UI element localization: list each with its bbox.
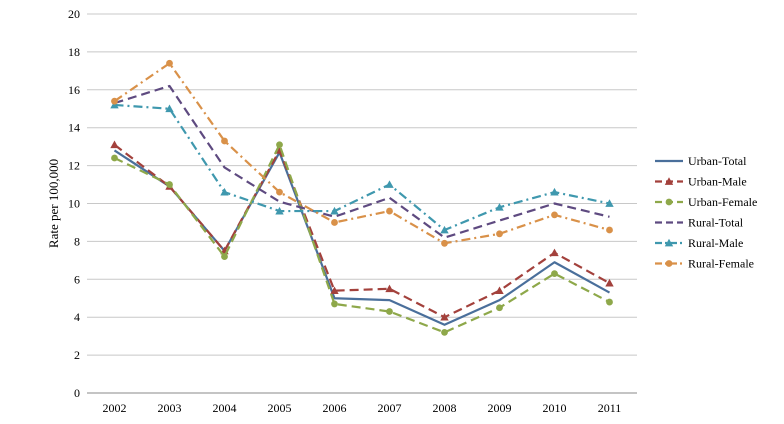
data-point (330, 286, 339, 295)
x-tick-label: 2003 (158, 401, 182, 415)
data-point (385, 284, 394, 293)
data-point (496, 230, 503, 238)
y-tick-label: 2 (74, 348, 80, 362)
y-tick-label: 6 (74, 272, 80, 286)
series-line (113, 62, 610, 245)
series-line (114, 143, 611, 334)
y-tick-label: 20 (68, 7, 80, 21)
series-urban-total (113, 149, 611, 326)
data-point (165, 104, 174, 113)
legend-marker (665, 260, 673, 267)
data-point (605, 278, 614, 287)
data-point (385, 180, 394, 188)
y-tick-label: 18 (68, 45, 80, 59)
x-tick-labels: 2002 2003 2004 2005 2006 2007 2008 2009 2010 2011 (103, 401, 622, 415)
data-point (550, 248, 559, 257)
legend: Urban-Total Urban-Male Urban-Female Rural-T… (655, 154, 757, 271)
x-tick-label: 2004 (213, 401, 237, 415)
data-point (440, 225, 449, 234)
legend-item: Urban-Female (655, 195, 757, 209)
data-point (495, 286, 504, 295)
series-rural-total (114, 84, 610, 239)
data-point (166, 181, 173, 188)
legend-item: Rural-Male (655, 236, 743, 250)
data-point (495, 203, 504, 211)
legend-item: Urban-Total (655, 154, 747, 168)
data-point (221, 253, 228, 260)
data-point (110, 140, 119, 149)
series-line (113, 149, 611, 326)
data-point (276, 188, 283, 196)
data-point (551, 270, 558, 278)
data-point (111, 97, 118, 105)
legend-marker (664, 238, 674, 247)
data-point (221, 137, 228, 145)
x-tick-label: 2010 (543, 401, 567, 415)
legend-item: Rural-Total (655, 216, 744, 230)
data-point (496, 304, 503, 312)
data-point (331, 300, 338, 308)
data-point (386, 207, 393, 215)
legend-item: Urban-Male (655, 175, 747, 189)
data-point (551, 211, 558, 219)
data-point (605, 199, 614, 207)
series-urban-male (110, 140, 614, 321)
data-point (166, 59, 173, 67)
data-point (440, 313, 449, 321)
data-point (331, 219, 338, 226)
data-point (111, 154, 118, 162)
data-point (220, 187, 229, 196)
x-tick-label: 2011 (598, 401, 622, 415)
series-urban-female (111, 141, 613, 336)
y-axis-label: Rate per 100,000 (46, 159, 61, 248)
legend-label: Urban-Female (688, 195, 757, 209)
data-point (606, 226, 613, 234)
gridlines (87, 13, 637, 356)
x-tick-label: 2006 (323, 401, 347, 415)
series-line (114, 103, 610, 232)
data-point (550, 187, 559, 196)
x-tick-label: 2007 (378, 401, 402, 415)
legend-label: Urban-Total (688, 154, 747, 168)
series-line (114, 84, 610, 239)
series-rural-female (111, 59, 613, 247)
data-point (330, 206, 339, 215)
data-point (275, 206, 284, 215)
legend-marker (664, 177, 674, 185)
x-tick-label: 2009 (488, 401, 512, 415)
data-point (441, 239, 448, 247)
series-line (113, 143, 611, 319)
y-tick-label: 4 (74, 310, 80, 324)
legend-marker (665, 198, 673, 206)
y-tick-label: 14 (68, 121, 80, 135)
data-point (606, 298, 613, 306)
legend-label: Rural-Male (688, 236, 743, 250)
y-tick-label: 10 (68, 197, 80, 211)
data-point (276, 141, 283, 149)
y-tick-label: 8 (74, 234, 80, 248)
legend-label: Rural-Female (688, 257, 754, 271)
legend-item: Rural-Female (655, 257, 754, 271)
x-tick-label: 2008 (433, 401, 457, 415)
x-tick-label: 2005 (268, 401, 292, 415)
legend-label: Urban-Male (688, 175, 747, 189)
y-tick-labels: 0 2 4 6 8 10 12 14 16 18 20 (68, 7, 80, 400)
series-rural-male (110, 100, 614, 234)
x-tick-label: 2002 (103, 401, 127, 415)
data-point (386, 308, 393, 315)
data-point (441, 328, 448, 336)
y-tick-label: 0 (74, 386, 80, 400)
y-tick-label: 16 (68, 83, 80, 97)
series-group (110, 59, 614, 336)
y-tick-label: 12 (68, 159, 80, 173)
legend-label: Rural-Total (688, 216, 744, 230)
